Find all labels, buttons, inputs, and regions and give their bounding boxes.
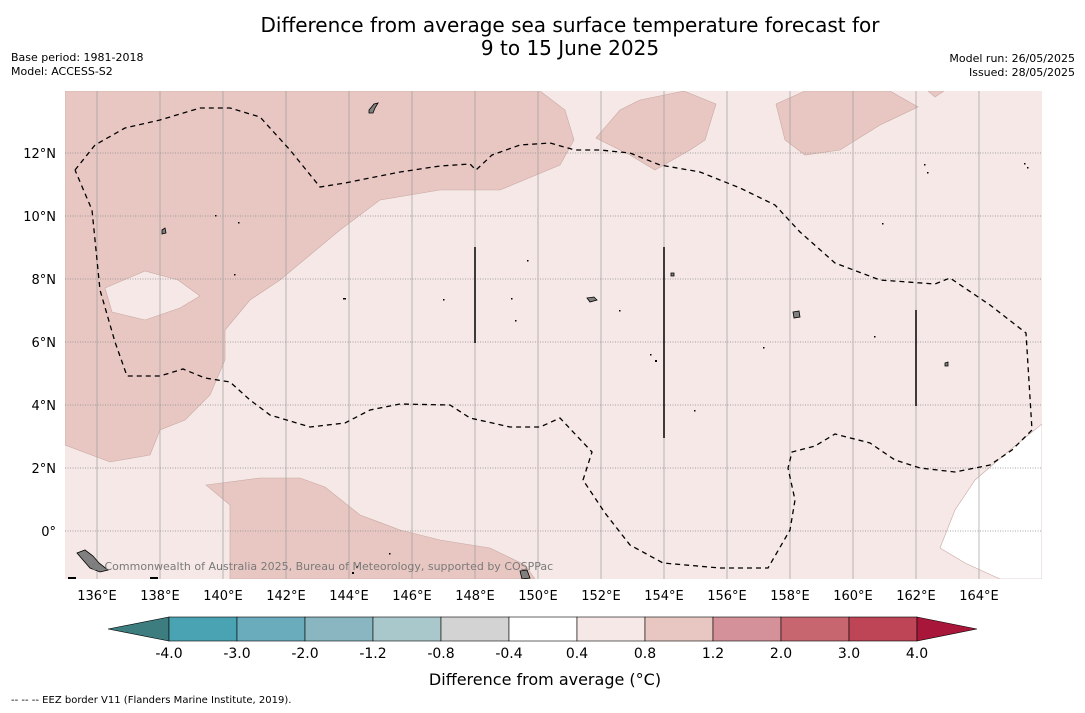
title-line-2: 9 to 15 June 2025: [480, 36, 660, 60]
colorbar-segment: [372, 616, 442, 642]
lat-label: 12°N: [23, 147, 56, 162]
anomaly-hole-west: [104, 270, 201, 321]
title-line-1: Difference from average sea surface temp…: [260, 13, 880, 37]
lon-label: 156°E: [707, 589, 747, 604]
gridlines: [96, 91, 980, 579]
colorbar-segments: [107, 616, 978, 642]
colorbar-extend-high: [916, 616, 978, 642]
anomaly-region-north-1: [595, 91, 717, 171]
colorbar-segment: [848, 616, 918, 642]
lon-label: 142°E: [266, 589, 306, 604]
colorbar-tick-labels: -4.0 -3.0 -2.0 -1.2 -0.8 -0.4 0.4 0.8 1.2 2.0 3.0 4…: [155, 646, 928, 662]
lon-label: 138°E: [140, 589, 180, 604]
colorbar-segment: [780, 616, 850, 642]
colorbar-tick-label: 4.0: [906, 646, 928, 662]
lon-label: 144°E: [329, 589, 369, 604]
colorbar-tick-label: 2.0: [770, 646, 792, 662]
colorbar-segment: [508, 616, 578, 642]
lon-label: 136°E: [77, 589, 117, 604]
colorbar-tick-label: -0.4: [495, 646, 522, 662]
lat-label: 6°N: [32, 336, 57, 351]
meta-left: Base period: 1981-2018 Model: ACCESS-S2: [11, 51, 143, 79]
anomaly-region-west: [65, 91, 575, 463]
colorbar-segment: [644, 616, 714, 642]
lat-gridlines: [65, 152, 1042, 532]
colorbar-segment: [168, 616, 238, 642]
issued-date: Issued: 28/05/2025: [968, 66, 1075, 79]
lon-label: 140°E: [203, 589, 243, 604]
lon-label: 152°E: [581, 589, 621, 604]
anomaly-region-north-2: [775, 91, 919, 156]
lat-labels: 12°N 10°N 8°N 6°N 4°N 2°N 0°: [23, 147, 56, 540]
colorbar-tick-label: -0.8: [427, 646, 454, 662]
anomaly-region-north-3: [927, 91, 945, 98]
colorbar-segment: [712, 616, 782, 642]
lon-label: 148°E: [455, 589, 495, 604]
lon-label: 164°E: [959, 589, 999, 604]
model-run-date: Model run: 26/05/2025: [949, 52, 1075, 65]
colorbar-tick-label: -3.0: [223, 646, 250, 662]
colorbar-extend-low: [107, 616, 170, 642]
copyright-text: © Commonwealth of Australia 2025, Bureau…: [90, 560, 553, 573]
island-dots: [68, 163, 1029, 579]
lat-label: 8°N: [32, 273, 57, 288]
lon-label: 162°E: [896, 589, 936, 604]
colorbar-tick-label: 0.8: [634, 646, 656, 662]
eez-border-segments: [474, 247, 917, 438]
colorbar-tick-label: 0.4: [566, 646, 588, 662]
colorbar-label: Difference from average (°C): [428, 670, 662, 689]
lon-label: 154°E: [644, 589, 684, 604]
eez-legend-footer: -- -- -- EEZ border V11 (Flanders Marine…: [11, 695, 292, 706]
lat-label: 2°N: [32, 462, 57, 477]
base-period: Base period: 1981-2018: [11, 51, 144, 64]
model-name: Model: ACCESS-S2: [11, 65, 113, 78]
colorbar-tick-label: 1.2: [702, 646, 724, 662]
anomaly-region-south: [205, 477, 536, 579]
colorbar-tick-label: -1.2: [359, 646, 386, 662]
lon-label: 160°E: [833, 589, 873, 604]
colorbar-tick-label: 3.0: [838, 646, 860, 662]
colorbar-segment: [304, 616, 374, 642]
lon-labels: 136°E 138°E 140°E 142°E 144°E 146°E 148°…: [77, 589, 999, 604]
colorbar-segment: [576, 616, 646, 642]
meta-right: Model run: 26/05/2025 Issued: 28/05/2025: [949, 52, 1075, 80]
colorbar-tick-label: -2.0: [291, 646, 318, 662]
lat-label: 4°N: [32, 399, 57, 414]
colorbar-tick-label: -4.0: [155, 646, 182, 662]
lat-label: 10°N: [23, 210, 56, 225]
map-title: Difference from average sea surface temp…: [170, 14, 970, 60]
lat-label: 0°: [41, 525, 56, 540]
colorbar-segment: [440, 616, 510, 642]
lon-label: 158°E: [770, 589, 810, 604]
islands: [76, 102, 949, 579]
lon-label: 146°E: [392, 589, 432, 604]
lon-label: 150°E: [518, 589, 558, 604]
colorbar-segment: [236, 616, 306, 642]
